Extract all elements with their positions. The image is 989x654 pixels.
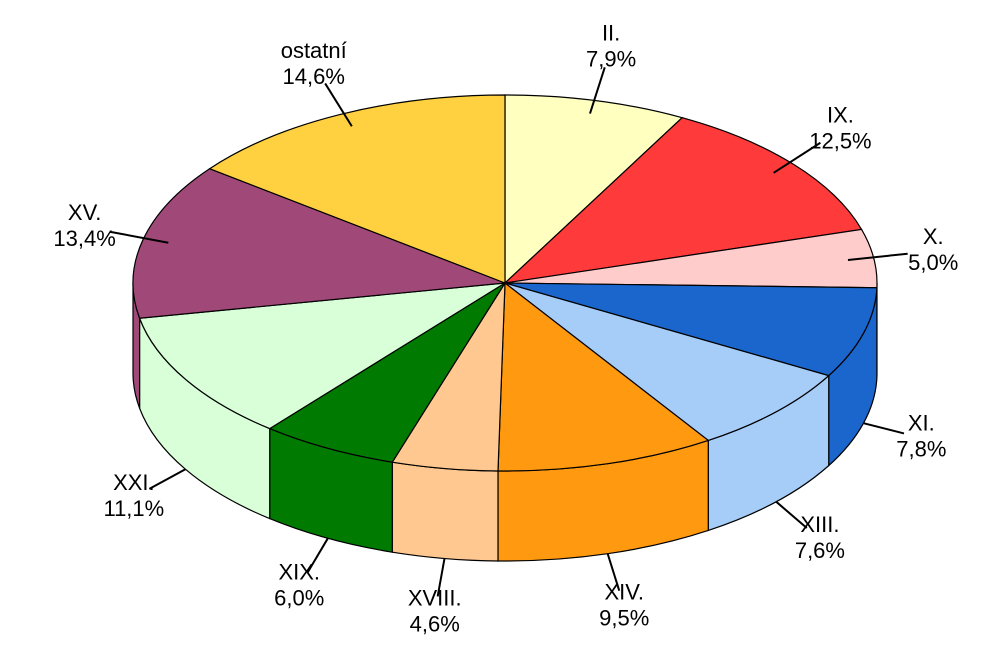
pie-slice xyxy=(503,117,863,284)
slice-value-label: 11,1% xyxy=(103,496,164,521)
slice-value-label: 7,8% xyxy=(896,437,946,462)
leader-line xyxy=(148,468,186,490)
slice-value-label: 14,6% xyxy=(283,64,345,89)
slice-value-label: 13,4% xyxy=(53,226,115,251)
pie-slice xyxy=(504,282,878,377)
slice-value-label: 9,5% xyxy=(599,605,649,630)
leader-line xyxy=(773,141,821,174)
pie-slice xyxy=(132,168,506,319)
slice-label: XI. xyxy=(908,411,935,436)
pie-slice xyxy=(504,94,684,285)
slice-label: XVIII. xyxy=(408,586,462,611)
slice-value-label: 5,0% xyxy=(908,250,958,275)
leader-line xyxy=(324,82,353,127)
slice-value-label: 7,9% xyxy=(586,46,636,71)
slice-value-label: 12,5% xyxy=(809,129,871,154)
slice-label: ostatní xyxy=(281,38,347,63)
pie-slice xyxy=(497,281,710,472)
slice-label: X. xyxy=(923,224,944,249)
pie-slice xyxy=(504,282,830,442)
pie-slice xyxy=(268,282,506,463)
slice-label: XIII. xyxy=(800,512,839,537)
slice-label: XIX. xyxy=(278,559,320,584)
pie-slice xyxy=(208,94,506,284)
leader-line xyxy=(109,230,169,244)
slice-label: II. xyxy=(602,20,620,45)
leader-line xyxy=(606,553,621,592)
leader-line xyxy=(436,558,446,597)
slice-value-label: 7,6% xyxy=(795,538,845,563)
slice-label: XV. xyxy=(68,200,101,225)
pie-side xyxy=(391,461,499,562)
leader-line xyxy=(306,537,329,573)
leader-line xyxy=(589,66,606,114)
pie-slice xyxy=(138,282,506,430)
leader-line xyxy=(775,500,808,529)
slice-label: XXI. xyxy=(113,470,155,495)
slice-label: IX. xyxy=(827,103,854,128)
slice-label: XIV. xyxy=(604,579,644,604)
leader-line xyxy=(863,422,905,435)
slice-value-label: 6,0% xyxy=(274,585,324,610)
slice-value-label: 4,6% xyxy=(410,612,460,637)
leader-line xyxy=(847,252,908,261)
